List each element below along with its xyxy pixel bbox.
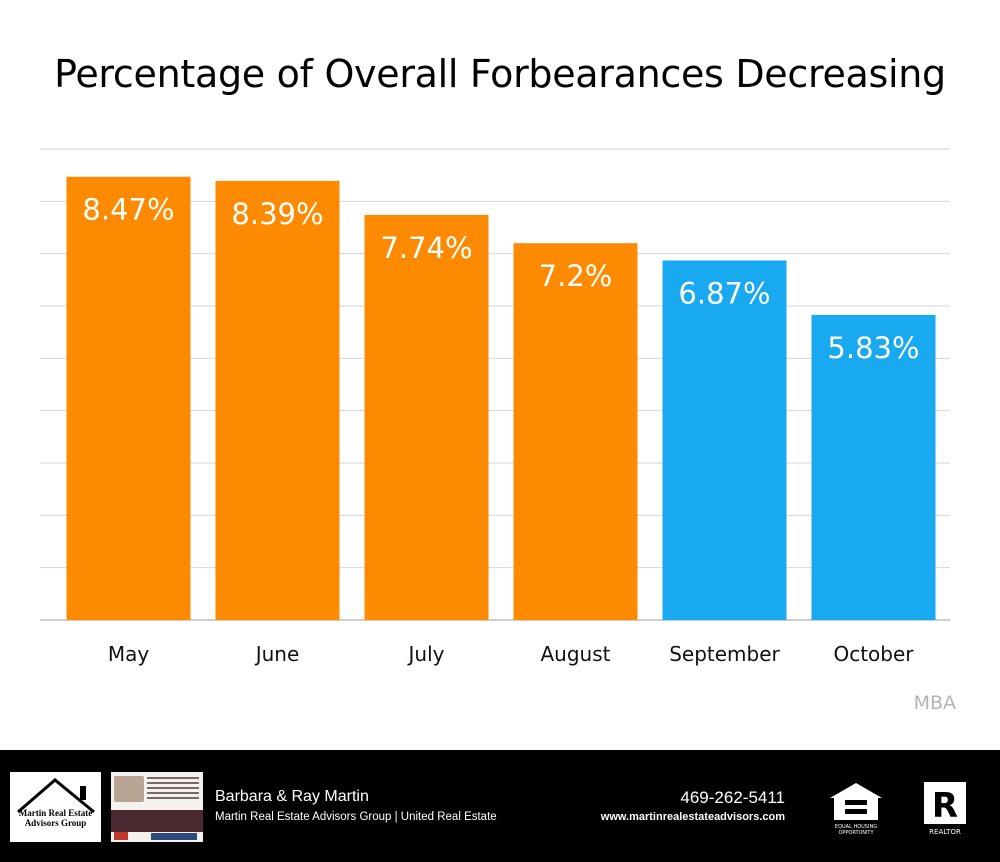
svg-text:OPPORTUNITY: OPPORTUNITY — [838, 830, 874, 836]
realtor-icon: R REALTOR — [924, 782, 966, 836]
x-tick-july: July — [407, 642, 445, 666]
house-logo-icon — [17, 778, 95, 814]
x-tick-june: June — [254, 642, 300, 666]
x-tick-august: August — [541, 642, 611, 666]
data-label-august: 7.2% — [539, 259, 613, 293]
data-label-october: 5.83% — [827, 331, 919, 365]
website-link[interactable]: www.martinrealestateadvisors.com — [600, 811, 785, 823]
x-tick-may: May — [108, 642, 150, 666]
bar-july — [364, 214, 489, 620]
business-card-image — [111, 772, 203, 842]
bar-may — [66, 176, 191, 620]
data-label-may: 8.47% — [82, 193, 174, 227]
svg-text:REALTOR: REALTOR — [929, 828, 961, 836]
svg-text:EQUAL HOUSING: EQUAL HOUSING — [835, 824, 877, 830]
x-tick-october: October — [833, 642, 914, 666]
data-label-september: 6.87% — [678, 276, 770, 310]
source-label: MBA — [913, 692, 956, 714]
bar-august — [513, 243, 638, 620]
logo-text: Martin Real Estate Advisors Group — [18, 808, 93, 828]
bar-june — [215, 180, 340, 620]
data-label-june: 8.39% — [231, 197, 323, 231]
bar-october — [811, 314, 936, 620]
footer-bar: Martin Real Estate Advisors Group Barbar… — [0, 750, 1000, 862]
svg-text:R: R — [932, 786, 958, 826]
phone-number[interactable]: 469-262-5411 — [680, 788, 785, 807]
company-name: Martin Real Estate Advisors Group | Unit… — [215, 811, 497, 823]
equal-housing-opportunity-icon: EQUAL HOUSING OPPORTUNITY — [830, 783, 882, 836]
chart-title: Percentage of Overall Forbearances Decre… — [54, 52, 946, 96]
bar-september — [662, 260, 787, 620]
company-logo: Martin Real Estate Advisors Group — [10, 772, 101, 842]
x-tick-september: September — [669, 642, 780, 666]
agent-name: Barbara & Ray Martin — [215, 788, 369, 805]
bar-chart: 8.47% May 8.39% June 7.74% July 7.2% August 6.87… — [40, 148, 950, 666]
data-label-july: 7.74% — [380, 231, 472, 265]
